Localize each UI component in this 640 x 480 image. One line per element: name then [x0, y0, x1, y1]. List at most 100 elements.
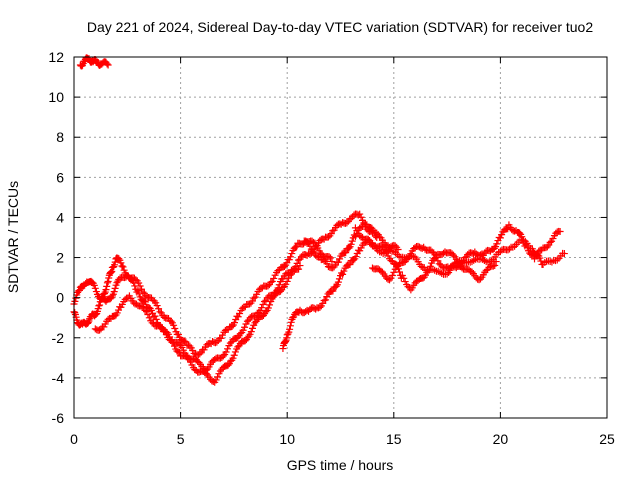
data-point: [270, 274, 278, 282]
data-point: [335, 275, 343, 283]
data-point: [234, 333, 242, 341]
data-point: [95, 302, 103, 310]
data-point: [103, 282, 111, 290]
y-tick-label: 12: [48, 49, 64, 65]
data-point: [167, 317, 175, 325]
data-point: [101, 289, 109, 297]
x-tick-label: 5: [177, 431, 185, 447]
data-point: [119, 263, 127, 271]
data-point: [316, 303, 324, 311]
data-point: [247, 328, 255, 336]
data-point: [141, 306, 149, 314]
data-point: [320, 297, 328, 305]
data-point: [170, 321, 178, 329]
data-point: [108, 267, 116, 275]
data-point: [155, 305, 163, 313]
data-markers: [70, 54, 568, 386]
data-point: [213, 338, 221, 346]
data-point: [351, 233, 359, 241]
data-point: [283, 277, 291, 285]
x-tick-label: 20: [493, 431, 509, 447]
y-tick-label: -6: [52, 410, 65, 426]
data-point: [139, 288, 147, 296]
data-point: [560, 250, 568, 258]
data-point: [107, 268, 115, 276]
data-point: [307, 245, 315, 253]
data-point: [345, 244, 353, 252]
data-point: [320, 256, 328, 264]
data-point: [231, 348, 239, 356]
x-axis-label: GPS time / hours: [287, 457, 394, 473]
data-point: [432, 254, 440, 262]
data-point: [96, 301, 104, 309]
data-point: [108, 292, 116, 300]
data-point: [212, 376, 220, 384]
data-point: [395, 252, 403, 260]
tick-labels: 0 5 10 15 20 25 -6 -4 -2 0 2 4 6 8 10 12: [48, 49, 615, 447]
data-point: [236, 309, 244, 317]
data-point: [280, 262, 288, 270]
data-point: [332, 282, 340, 290]
data-point: [491, 261, 499, 269]
data-point: [468, 268, 476, 276]
data-point: [141, 298, 149, 306]
data-point: [488, 257, 496, 265]
data-point: [258, 304, 266, 312]
data-point: [342, 249, 350, 257]
data-point: [171, 325, 179, 333]
data-point: [259, 300, 267, 308]
data-point: [228, 322, 236, 330]
data-point: [292, 262, 300, 270]
x-tick-label: 10: [279, 431, 295, 447]
data-point: [352, 253, 360, 261]
data-point: [546, 238, 554, 246]
data-point: [219, 352, 227, 360]
data-point: [152, 315, 160, 323]
data-point: [373, 229, 381, 237]
data-point: [401, 278, 409, 286]
data-point: [493, 240, 501, 248]
data-point: [275, 281, 283, 289]
data-point: [241, 323, 249, 331]
data-point: [334, 278, 342, 286]
y-tick-label: -4: [52, 370, 65, 386]
y-tick-label: 2: [56, 250, 64, 266]
data-point: [104, 277, 112, 285]
data-point: [390, 268, 398, 276]
data-point: [104, 61, 112, 69]
data-point: [496, 234, 504, 242]
data-point: [134, 287, 142, 295]
data-point: [386, 276, 394, 284]
data-point: [239, 326, 247, 334]
data-point: [234, 313, 242, 321]
x-tick-label: 15: [386, 431, 402, 447]
data-point: [217, 334, 225, 342]
data-point: [115, 255, 123, 263]
data-point: [353, 229, 361, 237]
data-point: [288, 250, 296, 258]
chart-title: Day 221 of 2024, Sidereal Day-to-day VTE…: [87, 19, 594, 35]
data-point: [84, 319, 92, 327]
data-point: [391, 242, 399, 250]
data-point: [489, 262, 497, 270]
data-point: [286, 322, 294, 330]
y-axis-label: SDTVAR / TECUs: [5, 181, 21, 293]
data-point: [181, 337, 189, 345]
data-point: [90, 281, 98, 289]
x-tick-label: 25: [599, 431, 615, 447]
y-tick-label: 8: [56, 129, 64, 145]
data-point: [274, 284, 282, 292]
data-point: [222, 348, 230, 356]
data-point: [394, 246, 402, 254]
data-point: [144, 311, 152, 319]
data-point: [111, 284, 119, 292]
y-tick-label: 10: [48, 89, 64, 105]
data-point: [224, 361, 232, 369]
data-point: [480, 256, 488, 264]
data-point: [224, 345, 232, 353]
data-point: [347, 240, 355, 248]
data-point: [111, 258, 119, 266]
data-point: [231, 319, 239, 327]
data-point: [327, 254, 335, 262]
